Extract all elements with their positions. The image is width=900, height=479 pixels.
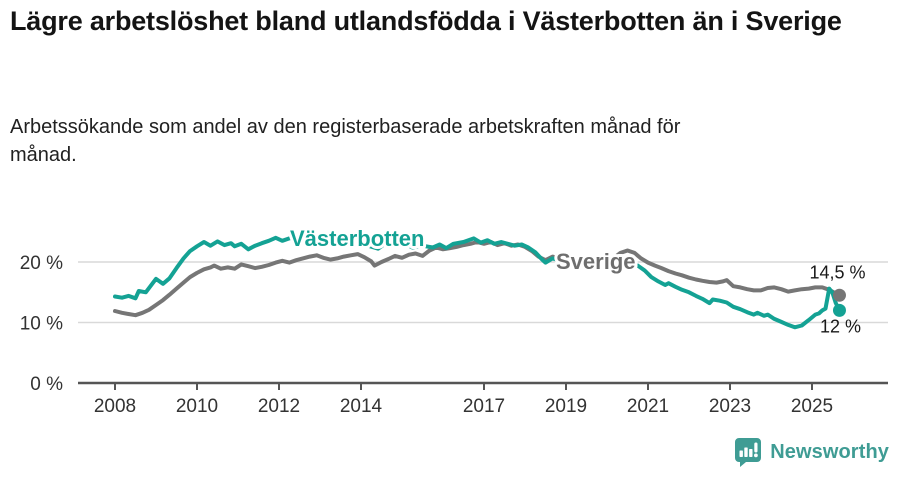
y-axis-tick-label: 20 % (20, 253, 63, 274)
x-axis-tick-label: 2019 (545, 396, 587, 417)
x-axis-tick-label: 2012 (258, 396, 300, 417)
newsworthy-logo: Newsworthy (734, 437, 889, 467)
x-axis-tick-label: 2021 (627, 396, 669, 417)
chart-title: Lägre arbetslöshet bland utlandsfödda i … (10, 6, 842, 36)
x-axis-tick-label: 2014 (340, 396, 383, 417)
x-axis-tick-label: 2025 (791, 396, 833, 417)
x-axis-tick-label: 2010 (176, 396, 218, 417)
series-end-dot (832, 288, 846, 302)
series-end-dot (832, 303, 846, 317)
newsworthy-brand-text: Newsworthy (770, 440, 889, 463)
y-axis-tick-label: 0 % (30, 374, 63, 395)
bar-chart-speech-bubble-icon (734, 437, 762, 467)
x-axis-tick-label: 2017 (463, 396, 505, 417)
x-axis-tick-label: 2023 (709, 396, 751, 417)
chart-header: Lägre arbetslöshet bland utlandsfödda i … (10, 4, 890, 166)
series-name-label: Västerbotten (290, 226, 424, 251)
series-end-value-label: 14,5 % (809, 262, 865, 282)
chart-subtitle: Arbetssökande som andel av den registerb… (10, 116, 681, 166)
series-end-value-label: 12 % (820, 316, 861, 336)
y-axis-tick-label: 10 % (20, 314, 63, 335)
series-line-vasterbotten (113, 234, 842, 330)
series-name-label: Sverige (556, 249, 636, 274)
x-axis-tick-label: 2008 (94, 396, 136, 417)
